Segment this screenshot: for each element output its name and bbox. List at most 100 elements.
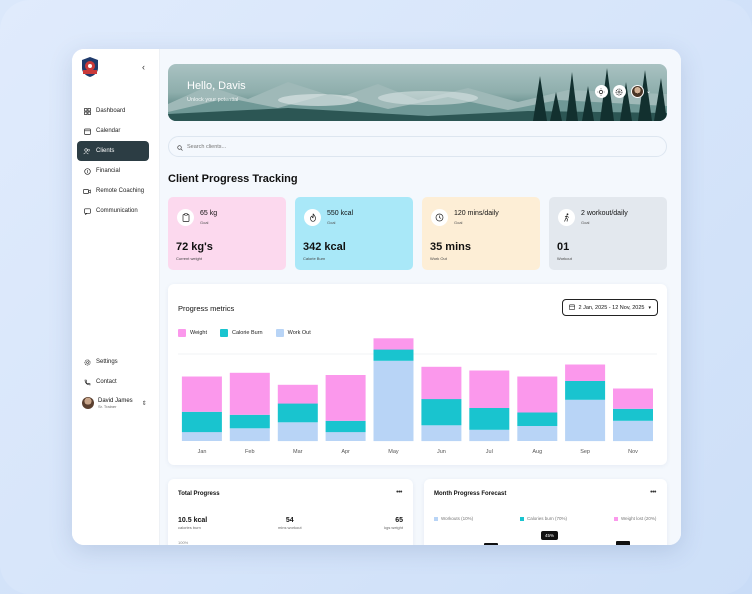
bar-calorie-burn-apr[interactable]	[325, 420, 366, 433]
mountain-scene	[168, 68, 667, 121]
stat-label: kgs weight	[384, 525, 403, 530]
bar-weight-sep[interactable]	[565, 364, 606, 382]
sidebar-item-label: Remote Coaching	[96, 188, 145, 194]
bar-weight-apr[interactable]	[325, 375, 366, 421]
current-value: 72 kg's	[176, 241, 213, 253]
bar-work-out-jun[interactable]	[421, 425, 462, 442]
stat-label: calories burn	[178, 525, 201, 530]
bar-work-out-jan[interactable]	[181, 432, 222, 441]
sidebar-item-contact[interactable]: Contact	[77, 372, 149, 392]
bar-calorie-burn-may[interactable]	[373, 349, 414, 361]
sidebar-item-calendar[interactable]: Calendar	[77, 121, 149, 141]
percent-label: 100%	[178, 540, 189, 545]
chevron-down-icon[interactable]: ⌄	[645, 89, 651, 95]
bar-calorie-burn-jun[interactable]	[421, 399, 462, 426]
sun-icon[interactable]	[594, 85, 608, 98]
calendar-icon	[568, 304, 575, 312]
sidebar-item-label: Dashboard	[96, 108, 126, 114]
sidebar-item-dashboard[interactable]: Dashboard	[77, 101, 149, 121]
sidebar-item-communication[interactable]: Communication	[77, 201, 149, 221]
panel-title: Month Progress Forecast	[434, 491, 507, 497]
bar-work-out-mar[interactable]	[277, 422, 318, 442]
legend-swatch	[614, 516, 618, 521]
bar-weight-nov[interactable]	[613, 388, 653, 409]
chart-legend: Weight Calorie Burn Work Out	[178, 329, 324, 337]
search-bar[interactable]	[168, 136, 667, 157]
bar-work-out-sep[interactable]	[565, 399, 606, 442]
bar-calorie-burn-jul[interactable]	[469, 408, 510, 430]
bar-calorie-burn-nov[interactable]	[613, 408, 653, 421]
legend-swatch	[520, 516, 524, 521]
sidebar-item-remote-coaching[interactable]: Remote Coaching	[77, 181, 149, 201]
sidebar-item-financial[interactable]: Financial	[77, 161, 149, 181]
legend-label: Workouts (10%)	[441, 516, 474, 521]
chevron-updown-icon[interactable]: ⇕	[141, 400, 147, 407]
stat-value: 65	[395, 517, 403, 524]
current-label: Calorie Burn	[303, 256, 326, 261]
bar-calorie-burn-sep[interactable]	[565, 381, 606, 400]
current-label: Workout	[557, 256, 572, 261]
user-profile[interactable]: David James Sr. Trainer ⇕	[82, 397, 147, 409]
legend-label: Work Out	[287, 330, 311, 336]
sidebar-nav: Dashboard Calendar Clients Financial	[77, 101, 149, 221]
sidebar-item-settings[interactable]: Settings	[77, 352, 149, 372]
sidebar-item-clients[interactable]: Clients	[77, 141, 149, 161]
bar-weight-aug[interactable]	[517, 376, 558, 413]
bar-weight-feb[interactable]	[229, 372, 270, 415]
date-range-picker[interactable]: 2 Jan, 2025 - 12 Nov, 2025 ▾	[561, 299, 658, 316]
bar-work-out-aug[interactable]	[517, 426, 558, 441]
weight-card[interactable]: 65 kg Goal 72 kg's Current weight	[168, 197, 286, 270]
bar-calorie-burn-aug[interactable]	[517, 412, 558, 427]
panel-title: Progress metrics	[178, 304, 235, 313]
current-value: 35 mins	[430, 241, 471, 253]
users-icon	[83, 147, 91, 155]
message-icon	[83, 207, 91, 215]
bar-weight-jan[interactable]	[181, 376, 222, 412]
forecast-legend-weight: Weight lost (20%)	[614, 516, 656, 521]
stat-workout: 54 mins workout	[278, 517, 302, 530]
bar-calorie-burn-feb[interactable]	[229, 414, 270, 429]
clock-icon	[431, 209, 448, 226]
more-options-icon[interactable]: •••	[650, 489, 656, 496]
profile-name: David James	[98, 397, 133, 404]
current-label: Current weight	[176, 256, 203, 261]
legend-label: Calories burn (70%)	[527, 516, 568, 521]
bar-calorie-burn-mar[interactable]	[277, 403, 318, 423]
bar-work-out-nov[interactable]	[613, 420, 653, 442]
more-options-icon[interactable]: •••	[396, 489, 402, 496]
bar-work-out-apr[interactable]	[325, 432, 366, 441]
stat-value: 54	[285, 517, 294, 524]
current-label: Work Out	[430, 256, 447, 261]
bar-weight-jun[interactable]	[421, 366, 462, 400]
search-input[interactable]	[187, 143, 487, 150]
forecast-marker	[484, 543, 498, 545]
stat-calories: 10.5 kcal calories burn	[178, 517, 207, 530]
x-tick-label: Jan	[198, 449, 207, 455]
stat-label: mins workout	[278, 525, 302, 530]
chevron-down-icon: ▾	[648, 304, 651, 311]
chevron-left-icon[interactable]: ‹	[142, 62, 145, 72]
calorie-card[interactable]: 550 kcal Goal 342 kcal Calorie Burn	[295, 197, 413, 270]
legend-label: Weight	[190, 330, 208, 336]
video-icon	[83, 187, 91, 195]
bar-weight-jul[interactable]	[469, 370, 510, 409]
legend-calorie-burn[interactable]: Calorie Burn	[220, 329, 263, 337]
legend-weight[interactable]: Weight	[178, 329, 207, 337]
x-tick-label: Apr	[341, 449, 350, 455]
avatar[interactable]	[630, 85, 644, 98]
running-icon	[558, 209, 575, 226]
goal-value: 65 kg	[200, 210, 218, 217]
bar-weight-may[interactable]	[373, 338, 414, 350]
bar-work-out-may[interactable]	[373, 360, 414, 442]
gear-icon[interactable]	[612, 85, 626, 98]
sidebar-item-label: Communication	[96, 208, 138, 214]
bar-work-out-jul[interactable]	[469, 429, 510, 442]
workout-count-card[interactable]: 2 workout/daily Goal 01 Workout	[549, 197, 667, 270]
sidebar-item-label: Settings	[96, 359, 118, 365]
workout-time-card[interactable]: 120 mins/daily Goal 35 mins Work Out	[422, 197, 540, 270]
bar-weight-mar[interactable]	[277, 384, 318, 404]
sidebar-item-label: Clients	[96, 148, 115, 154]
bar-calorie-burn-jan[interactable]	[181, 411, 222, 433]
bar-work-out-feb[interactable]	[229, 428, 270, 442]
legend-work-out[interactable]: Work Out	[275, 329, 311, 337]
